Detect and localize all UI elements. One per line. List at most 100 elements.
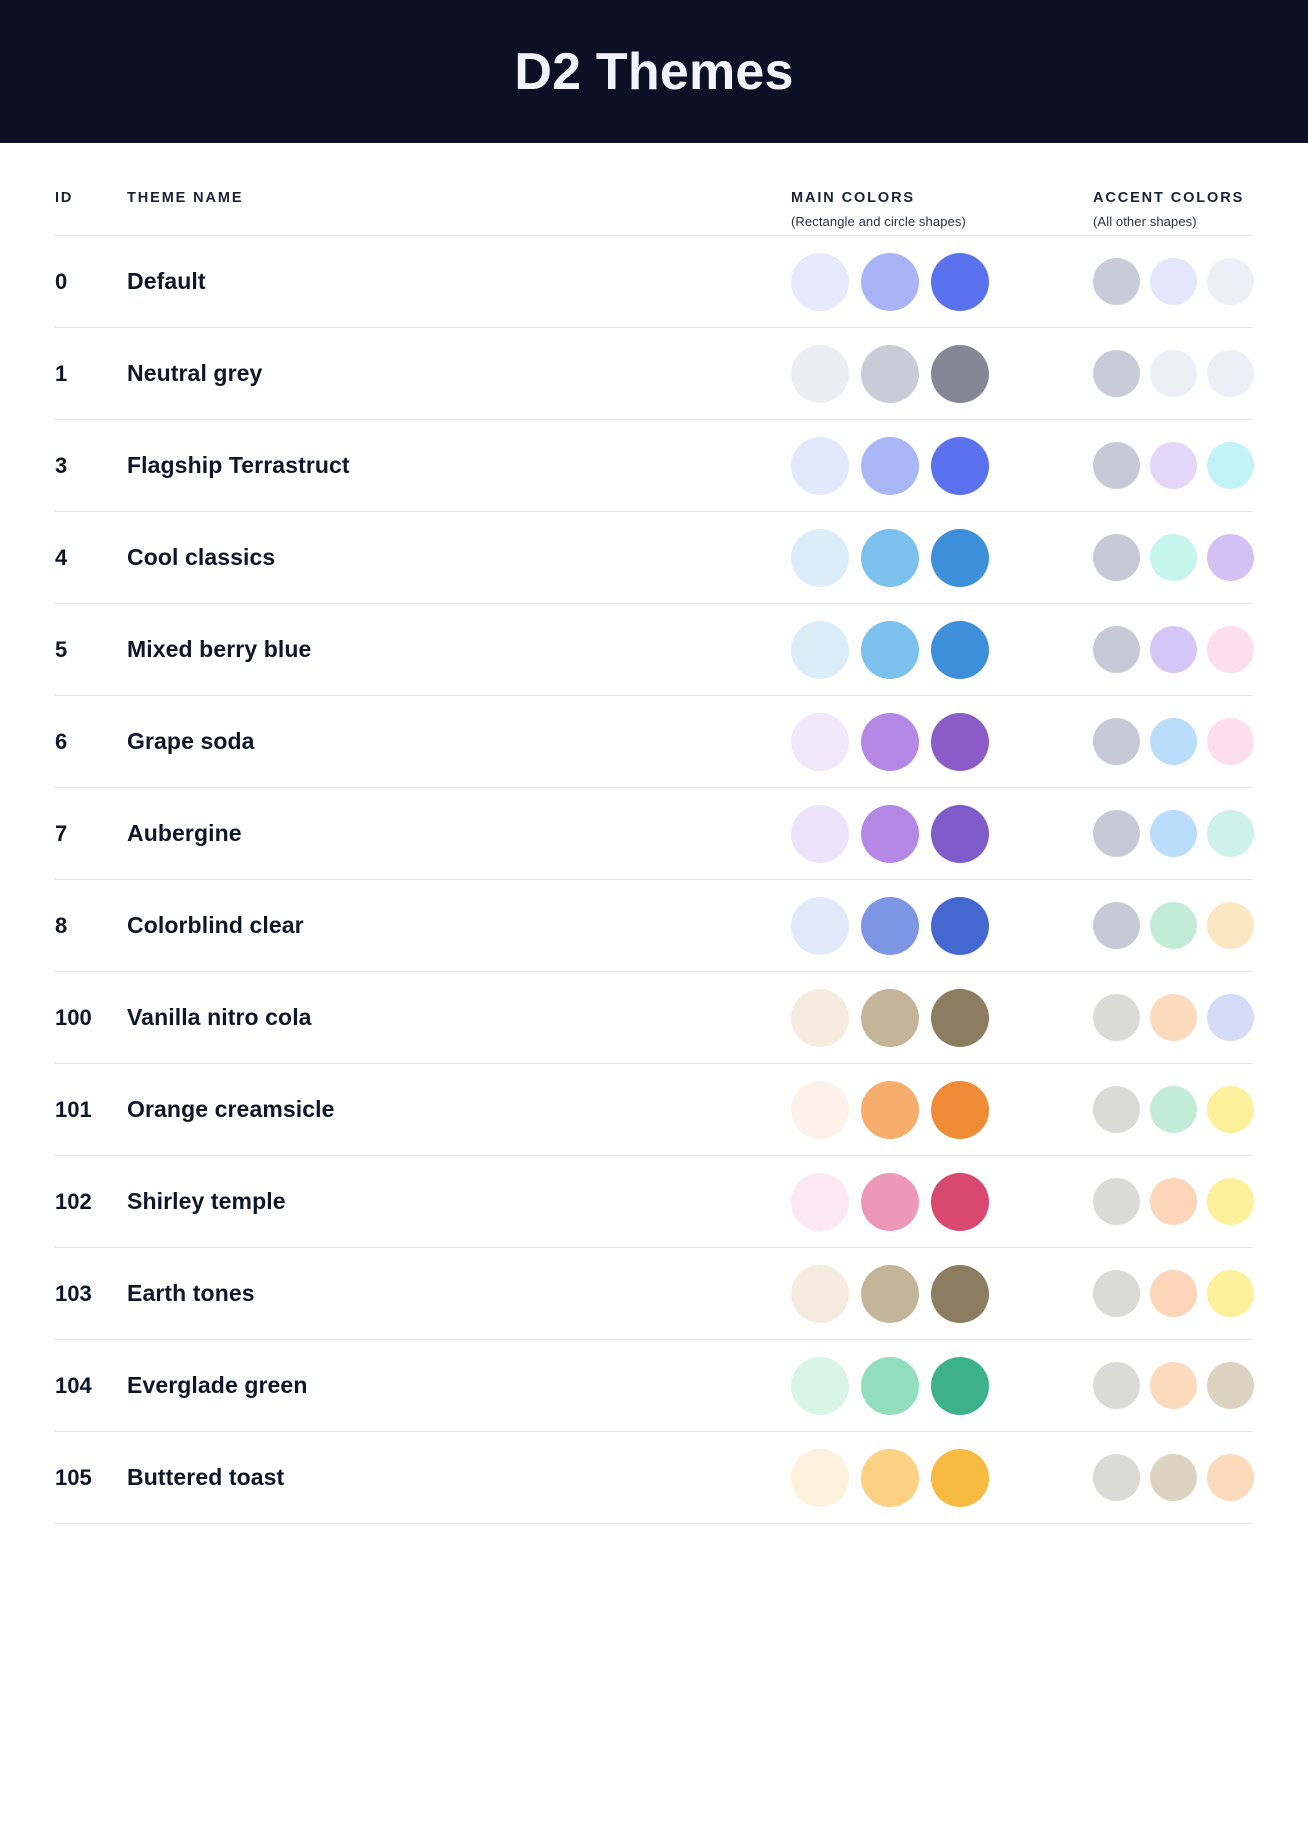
theme-id: 3 bbox=[55, 452, 68, 478]
table-row[interactable]: 100 Vanilla nitro cola bbox=[55, 972, 1254, 1063]
table-row[interactable]: 6 Grape soda bbox=[55, 696, 1254, 787]
main-color-swatches bbox=[791, 804, 1093, 863]
accent-color-swatch bbox=[1150, 626, 1197, 673]
row-divider bbox=[55, 419, 1253, 420]
main-color-swatch bbox=[791, 1356, 849, 1415]
theme-name: Buttered toast bbox=[127, 1464, 285, 1490]
column-header-id: ID bbox=[55, 190, 127, 207]
column-header-id-label: ID bbox=[55, 190, 74, 206]
main-color-swatch bbox=[931, 988, 989, 1047]
accent-color-swatches bbox=[1093, 718, 1254, 765]
accent-color-swatches bbox=[1093, 534, 1254, 581]
main-color-swatches bbox=[791, 712, 1093, 771]
main-color-swatch bbox=[861, 620, 919, 679]
accent-color-swatch bbox=[1207, 442, 1254, 489]
main-color-swatch bbox=[931, 1172, 989, 1231]
accent-color-swatch bbox=[1150, 1362, 1197, 1409]
accent-color-swatch bbox=[1150, 1454, 1197, 1501]
main-color-swatch bbox=[861, 1264, 919, 1323]
row-divider bbox=[55, 511, 1253, 512]
main-color-swatch bbox=[791, 896, 849, 955]
table-row[interactable]: 4 Cool classics bbox=[55, 512, 1254, 603]
theme-id: 100 bbox=[55, 1004, 92, 1030]
table-row[interactable]: 7 Aubergine bbox=[55, 788, 1254, 879]
main-color-swatches bbox=[791, 988, 1093, 1047]
row-divider bbox=[55, 1523, 1253, 1524]
table-header-row: ID THEME NAME MAIN COLORS (Rectangle and… bbox=[55, 143, 1253, 235]
accent-color-swatch bbox=[1207, 534, 1254, 581]
table-row[interactable]: 104 Everglade green bbox=[55, 1340, 1254, 1431]
main-color-swatch bbox=[791, 1080, 849, 1139]
table-row[interactable]: 102 Shirley temple bbox=[55, 1156, 1254, 1247]
table-row[interactable]: 8 Colorblind clear bbox=[55, 880, 1254, 971]
theme-id: 1 bbox=[55, 360, 68, 386]
main-color-swatch bbox=[931, 1080, 989, 1139]
main-color-swatch bbox=[861, 252, 919, 311]
theme-name: Neutral grey bbox=[127, 360, 263, 386]
accent-color-swatch bbox=[1207, 626, 1254, 673]
accent-color-swatch bbox=[1093, 1270, 1140, 1317]
main-color-swatch bbox=[931, 712, 989, 771]
theme-name: Grape soda bbox=[127, 728, 255, 754]
accent-color-swatches bbox=[1093, 1454, 1254, 1501]
accent-color-swatch bbox=[1093, 534, 1140, 581]
column-header-theme-name: THEME NAME bbox=[127, 190, 791, 207]
theme-name: Flagship Terrastruct bbox=[127, 452, 350, 478]
column-header-main-colors-label: MAIN COLORS bbox=[791, 190, 916, 206]
main-color-swatches bbox=[791, 344, 1093, 403]
theme-id: 6 bbox=[55, 728, 68, 754]
main-color-swatch bbox=[861, 988, 919, 1047]
table-row[interactable]: 105 Buttered toast bbox=[55, 1432, 1254, 1523]
accent-color-swatch bbox=[1150, 442, 1197, 489]
accent-color-swatch bbox=[1093, 626, 1140, 673]
column-header-accent-colors-label: ACCENT COLORS bbox=[1093, 190, 1245, 206]
row-divider bbox=[55, 879, 1253, 880]
main-color-swatch bbox=[931, 1264, 989, 1323]
main-color-swatch bbox=[861, 1448, 919, 1507]
main-color-swatches bbox=[791, 1080, 1093, 1139]
main-color-swatch bbox=[791, 804, 849, 863]
main-color-swatch bbox=[861, 712, 919, 771]
accent-color-swatches bbox=[1093, 810, 1254, 857]
row-divider bbox=[55, 1155, 1253, 1156]
main-color-swatch bbox=[931, 1448, 989, 1507]
table-row[interactable]: 5 Mixed berry blue bbox=[55, 604, 1254, 695]
main-color-swatch bbox=[791, 1172, 849, 1231]
main-color-swatch bbox=[861, 344, 919, 403]
table-row[interactable]: 101 Orange creamsicle bbox=[55, 1064, 1254, 1155]
column-header-accent-colors-sub: (All other shapes) bbox=[1093, 213, 1197, 229]
accent-color-swatch bbox=[1150, 350, 1197, 397]
main-color-swatch bbox=[861, 1172, 919, 1231]
accent-color-swatch bbox=[1207, 994, 1254, 1041]
main-color-swatch bbox=[931, 344, 989, 403]
main-color-swatch bbox=[791, 252, 849, 311]
table-row[interactable]: 3 Flagship Terrastruct bbox=[55, 420, 1254, 511]
accent-color-swatch bbox=[1207, 1454, 1254, 1501]
accent-color-swatches bbox=[1093, 1086, 1254, 1133]
accent-color-swatch bbox=[1093, 442, 1140, 489]
column-header-main-colors-sub: (Rectangle and circle shapes) bbox=[791, 213, 966, 229]
theme-id: 8 bbox=[55, 912, 68, 938]
table-row[interactable]: 103 Earth tones bbox=[55, 1248, 1254, 1339]
accent-color-swatch bbox=[1207, 1362, 1254, 1409]
theme-name: Orange creamsicle bbox=[127, 1096, 335, 1122]
main-color-swatch bbox=[791, 1264, 849, 1323]
main-color-swatch bbox=[931, 252, 989, 311]
accent-color-swatches bbox=[1093, 1270, 1254, 1317]
theme-id: 104 bbox=[55, 1372, 92, 1398]
page-banner: D2 Themes bbox=[0, 0, 1308, 143]
table-row[interactable]: 0 Default bbox=[55, 236, 1254, 327]
theme-id: 101 bbox=[55, 1096, 92, 1122]
main-color-swatches bbox=[791, 528, 1093, 587]
main-color-swatches bbox=[791, 1172, 1093, 1231]
main-color-swatch bbox=[931, 1356, 989, 1415]
theme-name: Earth tones bbox=[127, 1280, 255, 1306]
accent-color-swatch bbox=[1150, 810, 1197, 857]
accent-color-swatch bbox=[1207, 718, 1254, 765]
main-color-swatches bbox=[791, 1264, 1093, 1323]
accent-color-swatch bbox=[1207, 1178, 1254, 1225]
theme-id: 5 bbox=[55, 636, 68, 662]
row-divider bbox=[55, 1247, 1253, 1248]
table-row[interactable]: 1 Neutral grey bbox=[55, 328, 1254, 419]
